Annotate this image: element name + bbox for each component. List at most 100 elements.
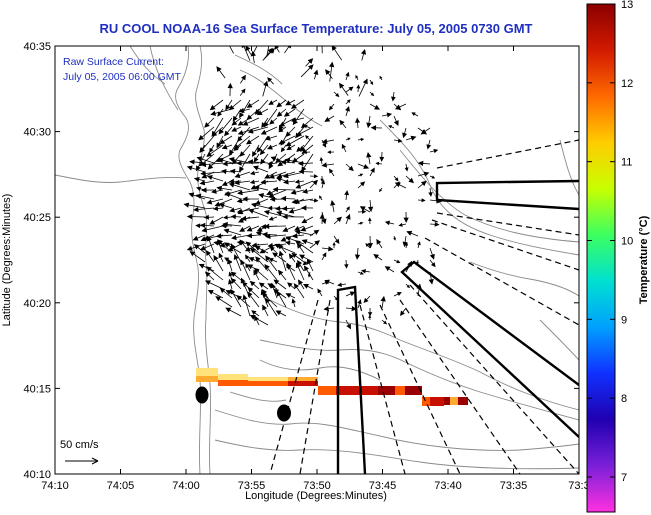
current-vector-head: [403, 217, 409, 223]
current-vector-head: [269, 119, 275, 125]
current-vector-head: [277, 269, 284, 276]
current-vector-head: [359, 206, 366, 212]
current-vector-head: [268, 258, 274, 263]
current-vector-head: [219, 139, 226, 145]
current-vector-head: [291, 252, 298, 259]
current-vector-head: [355, 74, 359, 79]
current-vector-head: [212, 206, 219, 212]
current-vector-head: [230, 277, 237, 284]
current-vector-head: [231, 126, 238, 132]
sst-pixel: [288, 377, 318, 381]
current-vector-head: [433, 148, 439, 154]
current-vector-head: [291, 298, 296, 304]
current-vector-head: [272, 186, 278, 193]
current-vector-head: [280, 195, 287, 202]
current-vector-head: [367, 312, 373, 317]
current-vector-head: [228, 182, 235, 188]
current-vector-head: [198, 263, 205, 269]
current-vector-head: [300, 226, 307, 232]
sst-pixel: [248, 377, 288, 381]
current-vector-head: [320, 178, 324, 183]
current-vector-head: [394, 177, 399, 182]
current-vector-head: [399, 310, 405, 316]
current-vector-head: [251, 310, 257, 316]
current-vector-head: [249, 280, 256, 287]
current-vector-head: [216, 142, 222, 149]
colorbar: [586, 3, 616, 513]
current-vector-head: [346, 206, 350, 211]
current-vector-head: [344, 264, 349, 269]
current-vector-head: [368, 206, 374, 213]
beam-south: [336, 285, 367, 474]
current-vector-head: [383, 320, 387, 325]
current-vector: [284, 46, 290, 54]
current-vector-head: [242, 294, 248, 301]
current-vector-head: [319, 195, 323, 199]
current-vector-head: [360, 48, 367, 55]
island-marker: [195, 386, 209, 404]
current-vector-head: [379, 188, 382, 193]
current-vector-head: [292, 233, 298, 239]
current-vector-head: [339, 119, 345, 126]
current-vector-head: [295, 131, 302, 136]
current-vector-head: [294, 229, 301, 235]
sst-pixel: [422, 397, 444, 406]
current-vector-head: [193, 176, 200, 183]
current-vector-head: [245, 263, 250, 269]
current-vector-head: [199, 180, 206, 186]
current-vector-head: [406, 230, 413, 236]
current-vector-head: [281, 205, 288, 212]
current-vector-head: [398, 222, 403, 227]
colorbar-ticks: 13 12 11 10 9 8 7: [587, 0, 633, 484]
current-vector-head: [348, 86, 354, 92]
current-vector-head: [417, 160, 424, 167]
current-vector-head: [420, 129, 427, 135]
scale-arrow-head: [91, 457, 99, 465]
sst-pixel: [218, 380, 248, 386]
current-vector-head: [262, 231, 268, 238]
current-vector-head: [319, 213, 325, 219]
current-vector-head: [265, 255, 271, 262]
sst-pixel: [248, 381, 288, 386]
current-vector: [251, 46, 258, 56]
current-vector-head: [402, 132, 408, 139]
current-vector-head: [230, 271, 237, 277]
current-vector-head: [320, 179, 326, 185]
current-vector-head: [301, 205, 307, 211]
current-vector-head: [411, 112, 416, 116]
sst-pixel: [422, 397, 430, 406]
current-vector-head: [368, 217, 372, 222]
current-vector-head: [258, 282, 265, 288]
current-vector-head: [313, 198, 319, 203]
current-vector-head: [431, 175, 436, 179]
y-axis: 40:35 40:30 40:25 40:20 40:15 40:10: [23, 41, 579, 481]
current-vector-head: [269, 196, 276, 202]
y-tick-label: 40:15: [23, 383, 51, 395]
current-vector-head: [186, 165, 193, 171]
current-vector-head: [264, 173, 271, 179]
current-vector-head: [302, 260, 308, 266]
current-vector-head: [307, 274, 312, 278]
beam-east-middle: [400, 260, 579, 438]
current-vector-head: [260, 179, 266, 185]
current-vector-head: [341, 143, 347, 149]
current-vector-head: [268, 100, 274, 105]
current-vector-head: [267, 205, 273, 211]
sst-pixel: [218, 374, 248, 380]
current-vector-head: [253, 267, 260, 274]
current-vector-head: [394, 104, 401, 110]
current-vector-head: [209, 104, 216, 111]
colorbar-tick-label: 13: [621, 0, 633, 11]
x-tick-label: 74:05: [107, 480, 135, 492]
current-vector-head: [237, 217, 244, 223]
current-vector-head: [240, 215, 247, 222]
current-vector: [243, 46, 251, 61]
current-vector-head: [278, 127, 284, 133]
current-vector-head: [189, 159, 195, 165]
current-vector-head: [233, 254, 239, 260]
current-vector-head: [313, 174, 319, 179]
current-vector-head: [322, 252, 327, 258]
current-vector-head: [348, 165, 354, 172]
current-vector-head: [345, 71, 350, 77]
sst-pixel: [395, 386, 405, 395]
